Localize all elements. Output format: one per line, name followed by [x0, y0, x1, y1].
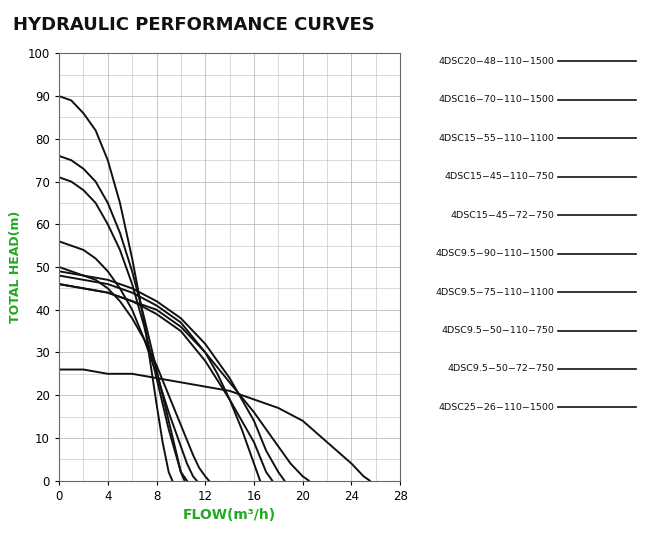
Text: 4DSC16−70−110−1500: 4DSC16−70−110−1500	[438, 96, 554, 104]
Text: 4DSC9.5−50−72−750: 4DSC9.5−50−72−750	[447, 365, 554, 373]
Text: 4DSC9.5−75−110−1100: 4DSC9.5−75−110−1100	[436, 288, 554, 296]
Text: 4DSC20−48−110−1500: 4DSC20−48−110−1500	[438, 57, 554, 66]
Y-axis label: TOTAL HEAD(m): TOTAL HEAD(m)	[9, 211, 22, 323]
Text: 4DSC25−26−110−1500: 4DSC25−26−110−1500	[438, 403, 554, 412]
Text: HYDRAULIC PERFORMANCE CURVES: HYDRAULIC PERFORMANCE CURVES	[13, 16, 375, 34]
X-axis label: FLOW(m³/h): FLOW(m³/h)	[183, 508, 276, 522]
Text: 4DSC9.5−50−110−750: 4DSC9.5−50−110−750	[441, 326, 554, 335]
Text: 4DSC15−45−110−750: 4DSC15−45−110−750	[445, 172, 554, 181]
Text: 4DSC9.5−90−110−1500: 4DSC9.5−90−110−1500	[436, 249, 554, 258]
Text: 4DSC15−55−110−1100: 4DSC15−55−110−1100	[438, 134, 554, 143]
Text: 4DSC15−45−72−750: 4DSC15−45−72−750	[451, 211, 554, 219]
